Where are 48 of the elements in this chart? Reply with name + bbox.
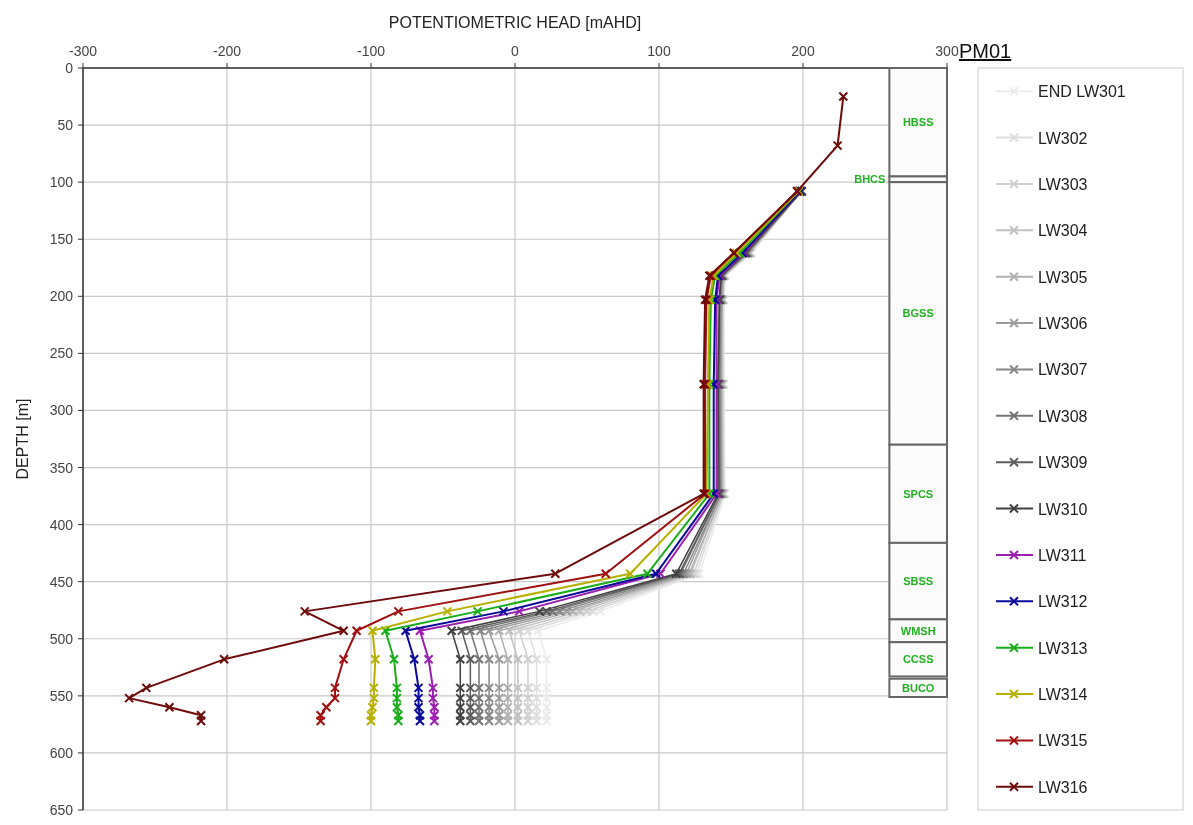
legend-label: LW310	[1038, 500, 1088, 518]
legend-label: LW306	[1038, 315, 1088, 333]
y-tick-label: 200	[49, 288, 74, 305]
band-label: BHCS	[854, 173, 886, 186]
x-axis-title: POTENTIOMETRIC HEAD [mAHD]	[388, 14, 642, 31]
y-axis-title: DEPTH [m]	[14, 398, 31, 480]
legend-label: LW302	[1038, 129, 1088, 147]
band-label: BUCO	[902, 681, 935, 694]
y-tick-label: 50	[57, 117, 74, 134]
band-label: SPCS	[903, 487, 934, 500]
band-label: BGSS	[902, 307, 934, 320]
y-tick-label: 400	[49, 516, 74, 533]
legend-label: LW304	[1038, 222, 1088, 240]
legend-label: LW315	[1038, 732, 1088, 750]
y-tick-label: 650	[49, 802, 74, 818]
y-tick-label: 100	[49, 174, 74, 191]
x-tick-label: -300	[68, 43, 98, 59]
legend-label: LW307	[1038, 361, 1088, 379]
legend-label: LW312	[1038, 593, 1088, 611]
chart-title: PM01	[959, 40, 1012, 62]
y-tick-label: 150	[49, 231, 74, 248]
legend-label: LW308	[1038, 407, 1088, 425]
y-tick-label: 600	[49, 744, 74, 761]
y-tick-label: 0	[65, 60, 74, 76]
y-tick-label: 250	[49, 345, 74, 362]
x-tick-label: 0	[511, 43, 520, 59]
y-tick-label: 500	[49, 630, 74, 647]
band-label: HBSS	[902, 116, 934, 129]
y-tick-label: 450	[49, 573, 74, 590]
legend-label: LW316	[1038, 778, 1088, 796]
legend-label: LW305	[1038, 268, 1088, 286]
y-tick-label: 350	[49, 459, 74, 476]
legend-label: END LW301	[1038, 83, 1126, 101]
x-tick-label: -100	[356, 43, 386, 59]
legend-label: LW314	[1038, 686, 1088, 704]
x-tick-label: 300	[935, 43, 959, 59]
x-tick-label: -200	[212, 43, 242, 59]
legend-label: LW309	[1038, 454, 1088, 472]
legend-label: LW313	[1038, 639, 1088, 657]
legend-label: LW303	[1038, 175, 1088, 193]
x-tick-label: 100	[647, 43, 671, 59]
y-tick-label: 300	[49, 402, 74, 419]
y-tick-label: 550	[49, 687, 74, 704]
legend-label: LW311	[1038, 546, 1087, 564]
band-label: WMSH	[900, 624, 936, 637]
x-tick-label: 200	[791, 43, 815, 59]
band-label: CCSS	[902, 653, 934, 666]
band-label: SBSS	[903, 575, 934, 588]
